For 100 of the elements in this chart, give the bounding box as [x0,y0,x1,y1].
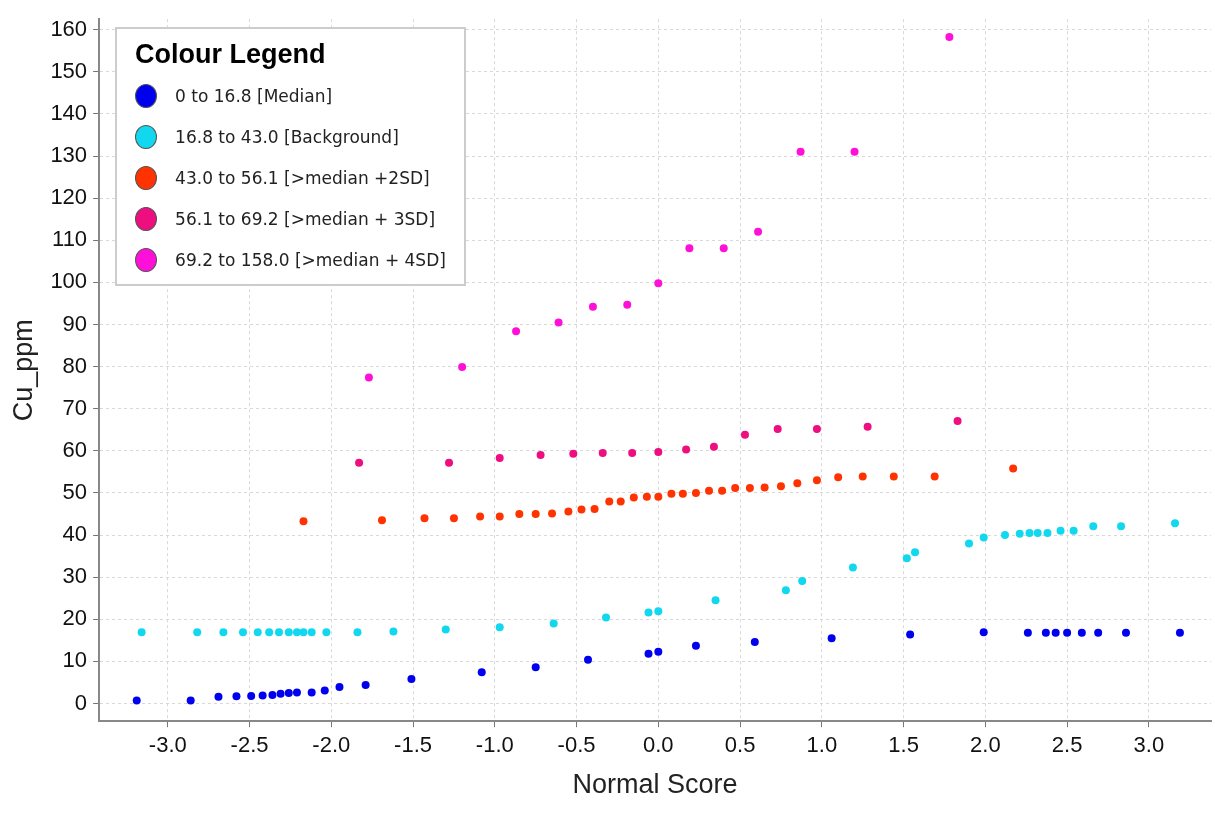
point [1121,628,1130,637]
point [667,489,676,498]
point [654,607,663,616]
point [186,696,195,705]
point [654,279,663,288]
point [292,688,301,697]
y-axis-title: Cu_ppm [7,319,38,422]
point [495,454,504,462]
legend-label: 69.2 to 158.0 [>median + 4SD] [175,250,446,271]
point [776,482,785,491]
point [1000,531,1009,540]
x-tick-label: 1.0 [806,732,838,758]
point [979,533,988,542]
point [750,638,759,647]
y-tick-label: 40 [62,521,88,547]
point [1051,628,1060,637]
point [605,497,614,506]
point [137,628,146,637]
x-tick-label: -1.5 [394,732,433,758]
x-tick-label: 0.5 [724,732,756,758]
point [1063,628,1072,637]
point [629,493,638,502]
point [1043,528,1052,537]
point [1023,628,1032,637]
point [536,451,545,460]
point [307,688,316,697]
point [654,492,663,501]
point [902,554,911,563]
point [602,613,610,622]
legend-label: 43.0 to 56.1 [>median +2SD] [175,168,430,189]
point [705,486,714,495]
point [1056,526,1065,535]
point [477,668,486,677]
point [930,472,939,481]
x-tick-label: 2.0 [970,732,1001,758]
point [709,442,718,451]
point [718,486,727,495]
point [584,655,593,664]
point [644,649,653,658]
point [476,512,485,521]
point [512,327,521,336]
legend-title: Colour Legend [135,39,327,71]
point [214,692,223,701]
point [979,628,988,637]
point [812,476,821,485]
point [515,510,524,519]
point [445,458,454,467]
point [1117,522,1126,531]
x-tick-label: 2.5 [1051,732,1083,758]
legend-label: 0 to 16.8 [Median] [175,86,333,107]
point [1175,628,1184,637]
point [889,472,898,481]
point [1094,628,1103,637]
point [239,628,247,637]
y-tick-label: 20 [62,605,88,631]
x-tick-label: -2.5 [230,732,269,758]
point [642,492,651,501]
y-tick-label: 30 [62,563,88,589]
point [628,448,637,457]
point [848,563,857,572]
y-tick-label: 50 [62,479,88,505]
point [219,628,228,637]
point [590,504,599,513]
point [1069,526,1078,535]
point [389,627,398,636]
point [685,244,694,253]
point [1033,528,1042,537]
point [850,147,859,156]
point [812,424,821,433]
point [284,688,293,697]
point [793,479,802,488]
point [247,691,256,700]
y-tick-label: 160 [50,15,88,41]
y-tick-label: 150 [50,57,88,83]
point [754,227,763,236]
legend-label: 56.1 to 69.2 [>median + 3SD] [175,209,436,230]
point [965,539,973,548]
point [719,244,728,253]
y-tick-label: 60 [62,436,88,462]
point [569,449,578,458]
point [364,373,373,382]
point [531,663,540,672]
point [353,628,362,637]
point [773,424,782,433]
point [911,548,920,557]
x-tick-label: -0.5 [557,732,596,758]
x-tick-label: 3.0 [1133,732,1165,758]
point [292,628,301,637]
point [449,514,458,523]
point [906,630,915,639]
point [1077,628,1086,637]
y-tick-label: 70 [62,394,88,420]
point [495,512,504,521]
point [307,628,316,637]
point [407,675,416,684]
legend-label: 16.8 to 43.0 [Background] [175,127,399,148]
point [1089,522,1098,531]
point [598,448,607,457]
point [531,510,540,519]
x-tick-label: -1.0 [475,732,514,758]
